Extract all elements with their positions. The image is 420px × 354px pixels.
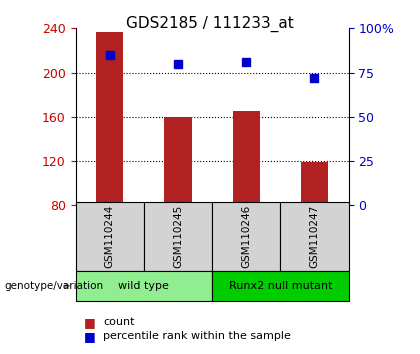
Text: genotype/variation: genotype/variation: [4, 281, 103, 291]
Bar: [96, 32, 123, 205]
Text: ■: ■: [84, 316, 96, 329]
Bar: [233, 111, 260, 205]
Text: Runx2 null mutant: Runx2 null mutant: [228, 281, 332, 291]
Text: GSM110246: GSM110246: [241, 205, 251, 268]
Text: count: count: [103, 317, 134, 327]
Text: wild type: wild type: [118, 281, 169, 291]
Bar: [164, 117, 192, 205]
Text: GSM110244: GSM110244: [105, 205, 115, 268]
Text: GSM110245: GSM110245: [173, 205, 183, 268]
Text: GSM110247: GSM110247: [310, 205, 320, 268]
Text: ■: ■: [84, 330, 96, 343]
Bar: [301, 162, 328, 205]
Text: GDS2185 / 111233_at: GDS2185 / 111233_at: [126, 16, 294, 32]
Text: percentile rank within the sample: percentile rank within the sample: [103, 331, 291, 341]
